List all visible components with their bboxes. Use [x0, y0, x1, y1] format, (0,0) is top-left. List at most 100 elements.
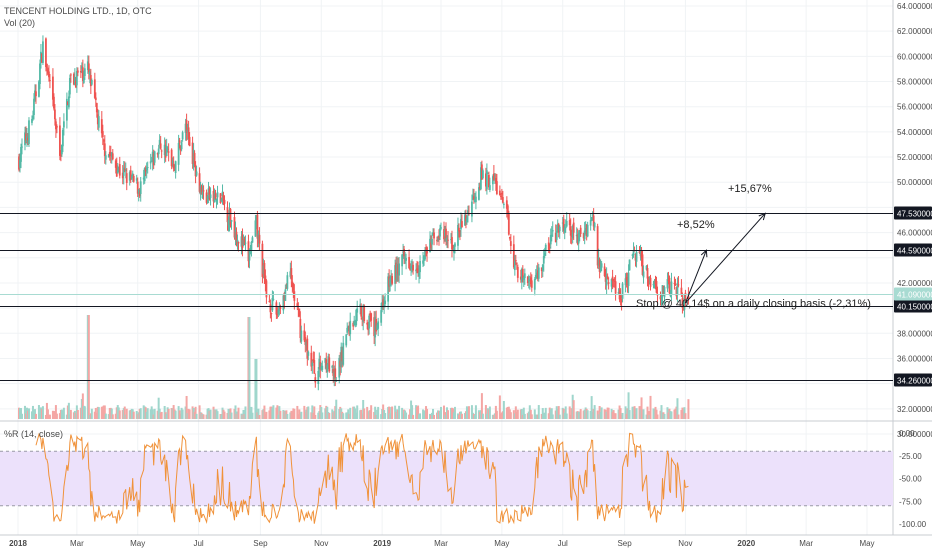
- volume-bar: [660, 405, 663, 419]
- price-tick-label: 30.000000: [897, 430, 932, 439]
- volume-bar: [62, 407, 65, 419]
- candle-body: [363, 305, 366, 322]
- time-tick-label: 2018: [9, 539, 27, 548]
- volume-bar: [198, 405, 201, 419]
- candle-body: [443, 229, 445, 240]
- volume-label: Vol (20): [4, 18, 36, 28]
- candle-body: [26, 136, 28, 143]
- candle-body: [513, 260, 516, 271]
- candle-body: [275, 302, 278, 315]
- volume-bar: [110, 408, 113, 419]
- candle-body: [254, 220, 257, 237]
- candle-body: [104, 155, 107, 160]
- candle-body: [249, 252, 252, 254]
- candle-body: [634, 254, 637, 261]
- candle-body: [205, 192, 208, 203]
- volume-bar: [417, 405, 420, 419]
- candle-body: [464, 214, 466, 226]
- volume-bar: [185, 395, 188, 419]
- volume-bar: [216, 411, 219, 419]
- candle-body: [67, 96, 70, 108]
- candle-body: [164, 148, 167, 158]
- projection-line[interactable]: [684, 250, 707, 304]
- volume-bar: [46, 409, 49, 419]
- candle-body: [277, 309, 280, 315]
- candle-body: [347, 326, 350, 331]
- candle-body: [509, 241, 512, 246]
- candle-body: [269, 304, 272, 313]
- candle-body: [424, 249, 426, 260]
- volume-bar: [391, 406, 394, 419]
- volume-bar: [111, 414, 114, 419]
- candle-body: [285, 287, 288, 289]
- candle-body: [318, 358, 321, 369]
- candle-body: [564, 227, 567, 229]
- candle-body: [179, 145, 182, 151]
- price-tick-label: 46.000000: [897, 229, 932, 238]
- candle-body: [520, 268, 523, 282]
- candle-body: [292, 283, 295, 291]
- candle-body: [300, 330, 303, 342]
- candle-body: [377, 321, 380, 329]
- candle-body: [480, 167, 482, 190]
- candle-body: [614, 281, 617, 294]
- candle-body: [648, 277, 651, 280]
- candle-body: [132, 175, 135, 182]
- candle-body: [331, 365, 334, 368]
- candle-body: [156, 152, 159, 155]
- oscillator-tick-label: -25.00: [899, 452, 922, 461]
- candle-body: [90, 80, 93, 85]
- candle-body: [578, 230, 581, 237]
- level-badge-text: 47.530000: [897, 210, 932, 219]
- candle-body: [522, 277, 525, 280]
- candle-body: [125, 173, 128, 183]
- candle-body: [88, 71, 91, 76]
- candle-body: [500, 192, 503, 195]
- candle-body: [495, 181, 498, 195]
- candle-body: [53, 96, 55, 109]
- volume-bar: [551, 414, 554, 419]
- candle-body: [624, 278, 627, 286]
- candle-body: [459, 231, 461, 233]
- candle-body: [240, 236, 243, 247]
- candle-body: [440, 227, 442, 229]
- projection-line[interactable]: [685, 212, 766, 304]
- candle-body: [542, 255, 545, 264]
- candle-body: [649, 277, 652, 287]
- volume-bar: [194, 406, 197, 419]
- candle-body: [158, 139, 161, 145]
- target-1-label: +8,52%: [677, 219, 715, 231]
- volume-bar: [263, 405, 266, 419]
- candle-body: [628, 259, 631, 271]
- candle-body: [612, 279, 615, 281]
- volume-bar: [174, 410, 177, 419]
- candle-body: [627, 272, 630, 287]
- current-price-text: 41.090000: [897, 291, 932, 300]
- volume-bar: [480, 393, 483, 419]
- candle-body: [570, 233, 573, 238]
- volume-bar: [558, 414, 561, 419]
- candle-body: [95, 103, 98, 113]
- candle-body: [450, 239, 452, 241]
- volume-bar: [90, 408, 93, 419]
- candle-body: [319, 362, 322, 370]
- candle-body: [200, 186, 203, 195]
- candle-body: [516, 266, 519, 278]
- candle-body: [121, 172, 124, 179]
- candle-body: [631, 254, 634, 256]
- candle-body: [482, 170, 484, 179]
- candle-body: [135, 178, 138, 181]
- candle-body: [488, 185, 491, 191]
- candle-body: [298, 308, 301, 317]
- candle-body: [491, 176, 494, 185]
- candle-body: [167, 151, 170, 153]
- candle-body: [471, 201, 473, 217]
- candle-body: [171, 161, 174, 163]
- candle-body: [180, 142, 183, 150]
- candle-body: [430, 242, 432, 248]
- candle-body: [536, 270, 539, 279]
- candle-body: [310, 352, 313, 367]
- volume-bar: [687, 399, 690, 419]
- candle-body: [366, 322, 369, 325]
